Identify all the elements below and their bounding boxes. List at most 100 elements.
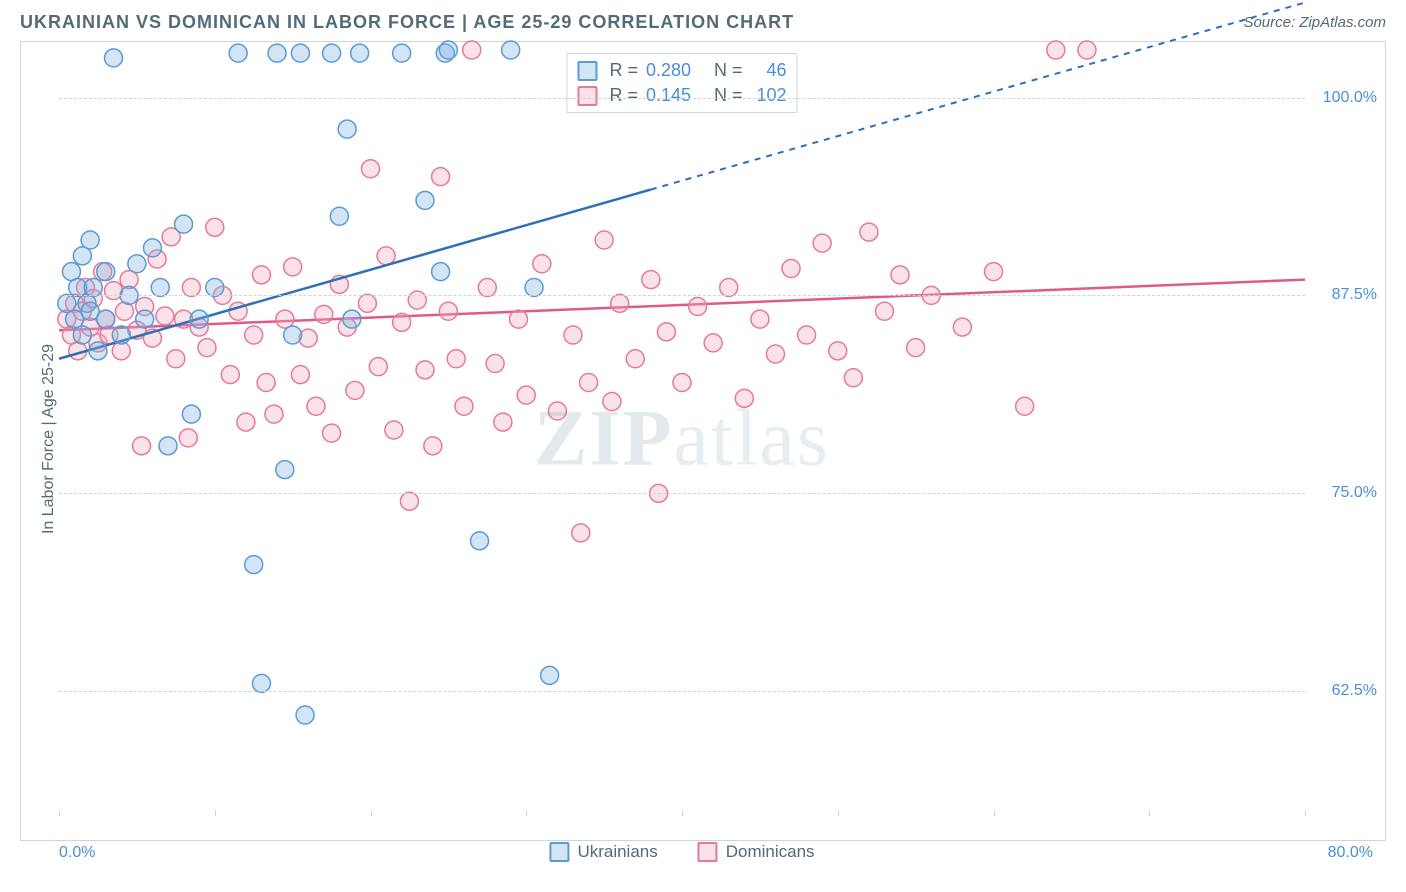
data-point [159, 437, 177, 455]
data-point [455, 397, 473, 415]
data-point [284, 326, 302, 344]
x-tick [994, 810, 995, 816]
data-point [580, 374, 598, 392]
data-point [252, 266, 270, 284]
data-point [416, 191, 434, 209]
data-point [190, 310, 208, 328]
data-point [735, 389, 753, 407]
x-tick [371, 810, 372, 816]
data-point [369, 358, 387, 376]
data-point [595, 231, 613, 249]
y-tick-label: 100.0% [1323, 89, 1377, 107]
r-label: R = [609, 85, 638, 106]
data-point [572, 524, 590, 542]
r-value: 0.280 [646, 60, 702, 81]
r-label: R = [609, 60, 638, 81]
data-point [1078, 41, 1096, 59]
data-point [156, 307, 174, 325]
data-point [291, 44, 309, 62]
x-tick [215, 810, 216, 816]
data-point [564, 326, 582, 344]
data-point [346, 381, 364, 399]
data-point [533, 255, 551, 273]
data-point [751, 310, 769, 328]
data-point [673, 374, 691, 392]
data-point [182, 279, 200, 297]
data-point [323, 424, 341, 442]
data-point [221, 366, 239, 384]
data-point [657, 323, 675, 341]
legend-swatch [549, 842, 569, 862]
data-point [179, 429, 197, 447]
data-point [875, 302, 893, 320]
chart-container: ZIPatlas R =0.280N =46R =0.145N =102 In … [20, 41, 1386, 841]
data-point [642, 271, 660, 289]
data-point [517, 386, 535, 404]
legend-swatch [577, 86, 597, 106]
data-point [541, 666, 559, 684]
data-point [626, 350, 644, 368]
y-tick-label: 62.5% [1332, 682, 1377, 700]
data-point [73, 326, 91, 344]
data-point [268, 44, 286, 62]
data-point [84, 279, 102, 297]
data-point [330, 207, 348, 225]
data-point [509, 310, 527, 328]
data-point [81, 231, 99, 249]
data-point [198, 339, 216, 357]
gridline-horizontal [59, 98, 1305, 99]
data-point [408, 291, 426, 309]
x-tick [1149, 810, 1150, 816]
data-point [229, 44, 247, 62]
data-point [323, 44, 341, 62]
data-point [439, 302, 457, 320]
data-point [362, 160, 380, 178]
data-point [471, 532, 489, 550]
data-point [432, 263, 450, 281]
data-point [439, 41, 457, 59]
data-point [291, 366, 309, 384]
data-point [766, 345, 784, 363]
scatter-plot-svg [59, 50, 1305, 810]
data-point [257, 374, 275, 392]
data-point [97, 263, 115, 281]
data-point [151, 279, 169, 297]
data-point [136, 310, 154, 328]
n-label: N = [714, 85, 743, 106]
x-tick [1305, 810, 1306, 816]
n-value: 46 [751, 60, 787, 81]
data-point [907, 339, 925, 357]
data-point [206, 279, 224, 297]
correlation-stats-box: R = 0.280 N = 46R =0.145N =102 [566, 53, 797, 113]
legend-item-ukrainians: Ukrainians [549, 842, 657, 862]
data-point [611, 294, 629, 312]
data-point [245, 556, 263, 574]
x-tick [838, 810, 839, 816]
y-axis-label: In Labor Force | Age 25-29 [40, 344, 58, 534]
gridline-horizontal [59, 493, 1305, 494]
data-point [798, 326, 816, 344]
data-point [175, 215, 193, 233]
data-point [252, 674, 270, 692]
data-point [548, 402, 566, 420]
data-point [829, 342, 847, 360]
gridline-horizontal [59, 691, 1305, 692]
data-point [182, 405, 200, 423]
data-point [385, 421, 403, 439]
data-point [307, 397, 325, 415]
x-axis-max-label: 80.0% [1328, 844, 1373, 862]
stats-row-dominicans: R =0.145N =102 [577, 83, 786, 108]
data-point [393, 44, 411, 62]
legend-label: Dominicans [726, 842, 815, 862]
legend-swatch [577, 61, 597, 81]
data-point [112, 326, 130, 344]
data-point [985, 263, 1003, 281]
stats-row-ukrainians: R =0.280N =46 [577, 58, 786, 83]
data-point [689, 298, 707, 316]
data-point [133, 437, 151, 455]
y-tick-label: 75.0% [1332, 484, 1377, 502]
data-point [432, 168, 450, 186]
x-axis-min-label: 0.0% [59, 844, 95, 862]
data-point [844, 369, 862, 387]
data-point [704, 334, 722, 352]
